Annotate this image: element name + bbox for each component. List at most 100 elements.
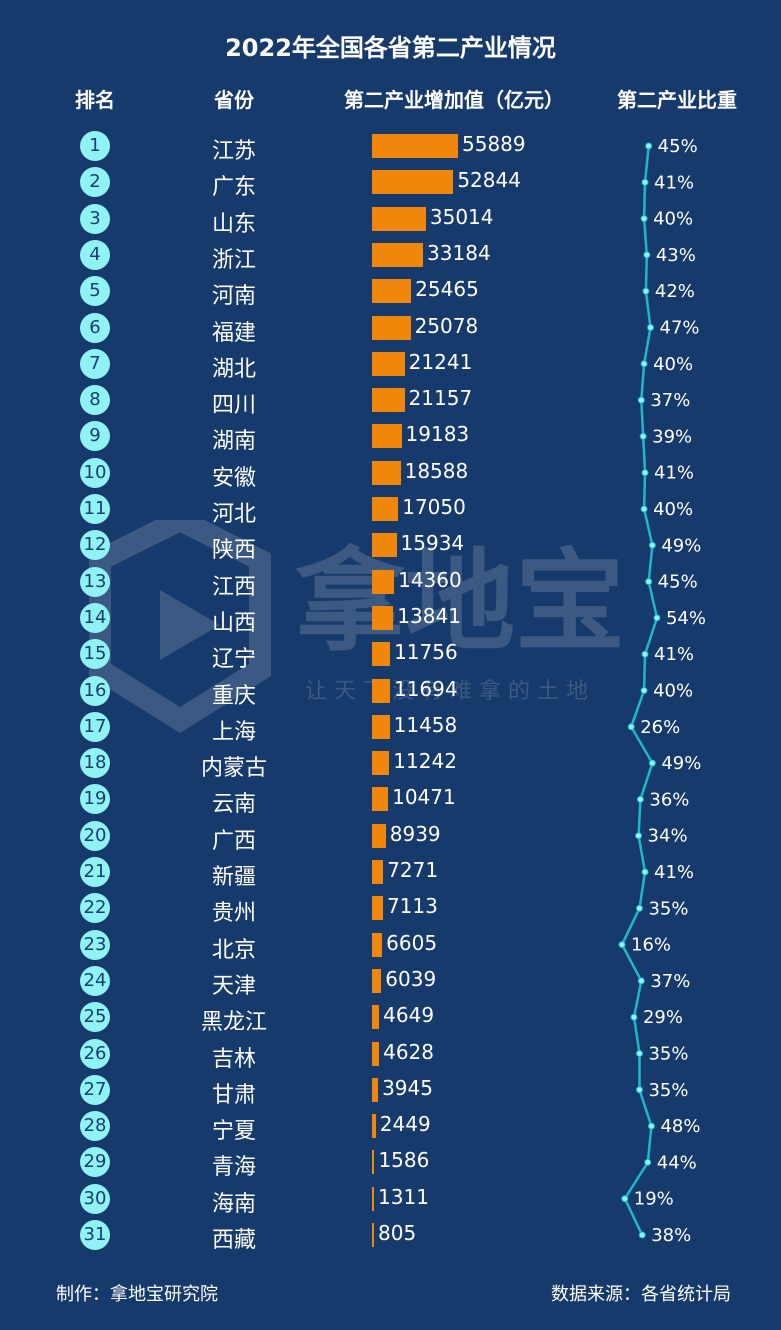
value-label: 11242	[393, 749, 457, 774]
header-province: 省份	[214, 88, 254, 112]
share-label: 35%	[648, 1044, 688, 1065]
share-label: 47%	[660, 318, 700, 339]
share-label: 34%	[648, 826, 688, 847]
province-label: 青海	[211, 1155, 256, 1181]
value-label: 1586	[378, 1148, 430, 1173]
province-label: 福建	[211, 320, 256, 346]
share-label: 44%	[657, 1152, 697, 1173]
share-point	[621, 1195, 629, 1203]
value-label: 21157	[408, 386, 473, 411]
value-label: 35014	[429, 204, 494, 229]
share-point	[630, 1013, 638, 1021]
footer-credit: 制作：拿地宝研究院	[56, 1284, 218, 1305]
value-bar	[372, 388, 405, 413]
chart-title: 2022年全国各省第二产业情况	[225, 34, 556, 62]
share-line	[620, 145, 659, 1236]
share-label: 45%	[658, 572, 698, 593]
province-label: 黑龙江	[200, 1010, 267, 1036]
rank-badge: 19	[80, 784, 110, 815]
value-bar	[372, 206, 426, 231]
province-label: 宁夏	[211, 1119, 256, 1145]
header-rank: 排名	[75, 88, 115, 112]
header-share: 第二产业比重	[617, 88, 737, 112]
value-label: 33184	[427, 240, 491, 265]
share-label: 40%	[653, 681, 693, 702]
value-label: 55889	[462, 132, 526, 156]
value-label: 14360	[398, 567, 462, 592]
value-bar	[372, 1041, 380, 1066]
share-point	[636, 795, 644, 803]
rank-badge: 2	[80, 167, 110, 198]
rank-badge: 27	[80, 1074, 110, 1105]
province-label: 甘肃	[211, 1082, 256, 1108]
share-label: 40%	[653, 499, 693, 520]
value-bar	[372, 605, 394, 630]
province-label: 四川	[211, 393, 256, 419]
share-point	[647, 1122, 655, 1130]
share-point	[643, 251, 651, 259]
share-label: 37%	[650, 390, 690, 411]
province-label: 广东	[211, 175, 256, 201]
share-label: 48%	[660, 1116, 700, 1137]
rank-badge: 31	[80, 1220, 110, 1250]
share-label: 54%	[666, 608, 706, 629]
rank-badge: 16	[80, 675, 110, 706]
province-label: 江苏	[211, 139, 256, 164]
value-label: 1311	[378, 1184, 429, 1209]
value-bar	[372, 823, 386, 848]
rank-badge: 5	[80, 276, 110, 307]
rank-badge: 14	[80, 602, 110, 633]
watermark-logo: 拿地宝 让 天 下 没 有 难 拿 的 土 地	[89, 520, 625, 733]
share-point	[648, 759, 656, 767]
share-point	[640, 687, 648, 694]
share-label: 38%	[651, 1225, 691, 1246]
value-label: 6039	[385, 966, 437, 991]
value-bar	[372, 678, 390, 703]
province-label: 河南	[211, 284, 256, 310]
value-bar	[372, 1223, 374, 1247]
value-bar	[372, 315, 411, 340]
province-label: 浙江	[211, 247, 256, 273]
rank-badge: 4	[80, 239, 110, 270]
value-bar	[372, 1005, 380, 1030]
rank-badge: 7	[80, 348, 110, 379]
share-label: 43%	[656, 245, 696, 266]
share-label: 40%	[653, 354, 693, 375]
share-point	[639, 432, 647, 440]
value-label: 17050	[402, 495, 466, 519]
share-point	[638, 1231, 646, 1239]
share-label: 42%	[655, 281, 695, 302]
value-bar	[372, 714, 390, 739]
value-label: 6605	[386, 930, 438, 955]
value-label: 21241	[408, 349, 473, 374]
share-label: 49%	[661, 753, 701, 774]
rank-badge: 1	[80, 131, 110, 161]
share-label: 41%	[654, 644, 694, 665]
value-label: 3945	[382, 1075, 433, 1100]
value-label: 7271	[387, 858, 439, 882]
share-label: 37%	[650, 971, 690, 992]
watermark-brand: 拿地宝	[295, 538, 625, 666]
value-bar	[372, 642, 391, 667]
rank-badge: 22	[80, 893, 110, 924]
rank-badge: 20	[80, 820, 110, 851]
value-bar	[372, 279, 412, 304]
rank-badge: 23	[80, 929, 110, 960]
value-label: 4649	[383, 1003, 435, 1028]
rank-badge: 12	[80, 530, 110, 561]
rank-badge: 15	[80, 639, 110, 670]
share-label: 29%	[643, 1007, 683, 1028]
value-label: 7113	[386, 894, 438, 919]
value-label: 52844	[457, 168, 521, 193]
value-bar	[372, 242, 424, 267]
share-label: 41%	[654, 463, 694, 484]
province-label: 上海	[211, 719, 256, 745]
share-label: 19%	[634, 1189, 674, 1210]
rank-badge: 10	[80, 457, 110, 488]
share-point	[645, 142, 653, 150]
value-bar	[372, 751, 390, 776]
rank-badge: 25	[80, 1002, 110, 1033]
share-label: 39%	[652, 426, 692, 447]
value-bar	[372, 351, 405, 376]
